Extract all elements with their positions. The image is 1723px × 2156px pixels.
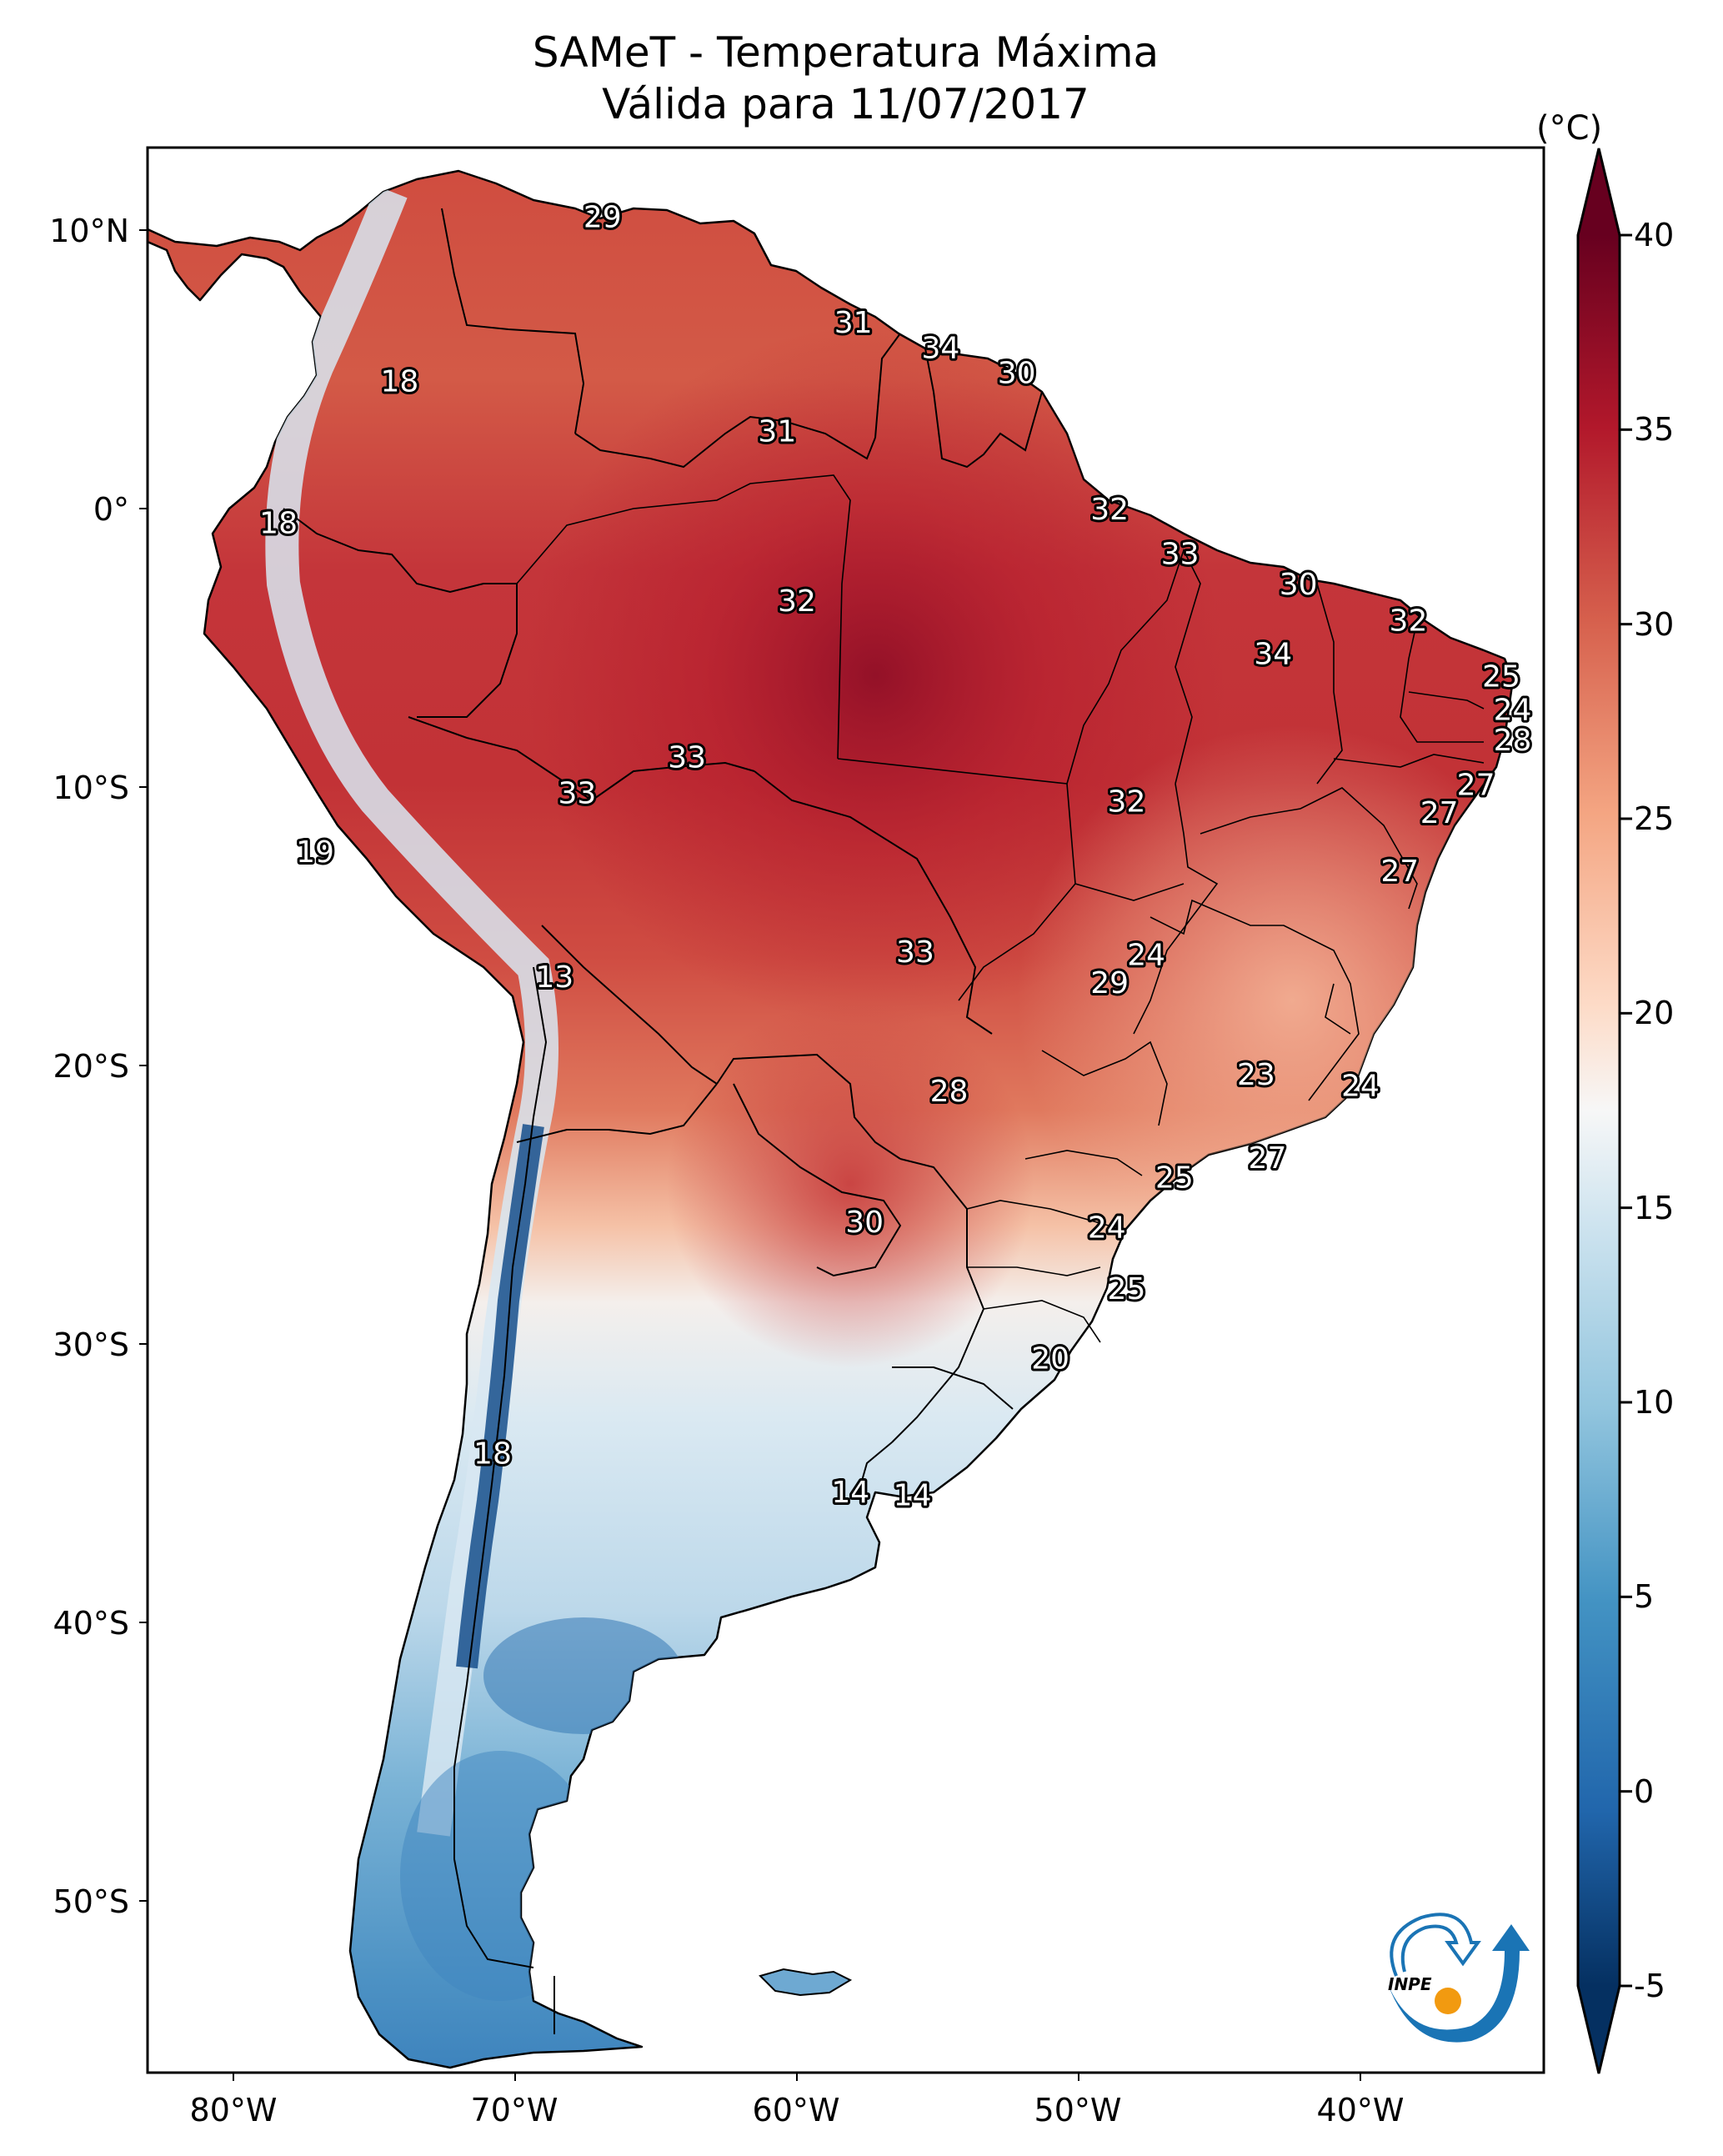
country-borders <box>283 208 1043 2034</box>
station-temperature-label: 14 <box>831 1476 869 1510</box>
station-temperature-label: 27 <box>1420 796 1459 830</box>
station-temperature-label: 31 <box>834 306 873 340</box>
station-temperature-label: 18 <box>259 507 298 541</box>
colorbar <box>1576 148 1632 2074</box>
station-temperature-label: 33 <box>558 777 596 811</box>
station-temperature-label: 23 <box>1237 1058 1275 1092</box>
station-temperature-label: 32 <box>1108 785 1146 820</box>
station-temperature-label: 18 <box>381 364 419 399</box>
station-temperature-label: 24 <box>1341 1069 1380 1103</box>
colorbar-tick-label: 35 <box>1634 411 1675 449</box>
lon-label: 60°W <box>752 2092 840 2128</box>
colorbar-tick-label: 0 <box>1634 1772 1655 1810</box>
lon-label: 50°W <box>1034 2092 1122 2128</box>
station-temperature-label: 24 <box>1088 1211 1126 1246</box>
station-temperature-label: 33 <box>896 935 934 970</box>
station-temperature-label: 13 <box>535 960 573 995</box>
colorbar-tick-label: 15 <box>1634 1189 1675 1226</box>
map-frame <box>146 146 1545 2074</box>
lon-label: 70°W <box>470 2092 558 2128</box>
station-temperature-label: 30 <box>845 1206 884 1240</box>
station-temperature-label: 30 <box>998 356 1036 390</box>
colorbar-tick-label: 20 <box>1634 995 1675 1032</box>
colorbar-tick-label: 25 <box>1634 800 1675 837</box>
station-temperature-label: 31 <box>758 414 796 449</box>
inpe-logo-sun-icon <box>1435 1988 1461 2014</box>
station-temperature-label: 14 <box>894 1478 932 1512</box>
lat-label: 50°S <box>53 1883 129 1920</box>
lat-label: 0° <box>93 491 129 528</box>
station-temperature-label: 19 <box>296 835 334 870</box>
lat-label: 10°N <box>49 213 129 249</box>
station-temperature-label: 33 <box>668 740 706 775</box>
lon-label: 80°W <box>189 2092 278 2128</box>
colorbar-tick-label: 30 <box>1634 605 1675 643</box>
station-temperature-label: 30 <box>1280 568 1318 602</box>
station-temperature-label: 27 <box>1249 1141 1287 1176</box>
station-temperature-label: 28 <box>1494 724 1532 758</box>
station-temperature-label: 29 <box>584 200 622 234</box>
falkland-islands <box>759 1968 853 1997</box>
station-temperature-label: 20 <box>1031 1342 1069 1376</box>
station-temperature-label: 28 <box>930 1075 969 1109</box>
chart-title-line1: SAMeT - Temperatura Máxima <box>532 28 1160 77</box>
station-temperature-label: 33 <box>1161 537 1200 571</box>
colorbar-unit-label: (°C) <box>1536 109 1603 148</box>
station-temperature-label: 27 <box>1380 855 1419 889</box>
colorbar-tick-label: -5 <box>1634 1968 1665 2004</box>
lat-label: 40°S <box>53 1605 129 1642</box>
lat-label: 30°S <box>53 1326 129 1363</box>
station-temperature-label: 25 <box>1482 659 1520 694</box>
station-temperature-label: 34 <box>1254 638 1292 672</box>
station-temperature-label: 29 <box>1090 966 1129 1000</box>
colorbar-extend-min <box>1578 1986 1620 2073</box>
lat-label: 10°S <box>53 770 129 806</box>
station-temperature-label: 34 <box>921 331 959 365</box>
station-temperature-label: 18 <box>473 1436 512 1471</box>
station-temperature-label: 32 <box>1090 493 1129 527</box>
inpe-logo-text: INPE <box>1388 1974 1432 1994</box>
lat-label: 20°S <box>53 1048 129 1085</box>
colorbar-extend-max <box>1578 148 1620 235</box>
station-temperature-label: 32 <box>778 584 816 619</box>
inpe-logo-arrow-icon <box>1388 1924 1530 2043</box>
colorbar-tick-marks <box>1620 233 1632 1988</box>
station-temperature-label: 32 <box>1390 604 1428 639</box>
lon-label: 40°W <box>1316 2092 1405 2128</box>
chart-title-line2: Válida para 11/07/2017 <box>602 80 1089 128</box>
colorbar-tick-label: 5 <box>1634 1578 1655 1616</box>
station-temperature-label: 25 <box>1155 1161 1194 1196</box>
station-temperature-label: 25 <box>1108 1272 1146 1306</box>
station-temperature-label: 27 <box>1457 769 1495 803</box>
colorbar-gradient <box>1578 235 1620 1986</box>
station-temperature-label: 24 <box>1494 693 1532 727</box>
colorbar-tick-label: 10 <box>1634 1384 1675 1421</box>
inpe-logo-swirl-icon <box>1390 1913 1481 1977</box>
inpe-logo: INPE <box>1388 1913 1530 2043</box>
station-temperature-label: 24 <box>1127 938 1165 972</box>
state-borders <box>516 474 1485 1343</box>
colorbar-tick-label: 40 <box>1634 217 1675 253</box>
